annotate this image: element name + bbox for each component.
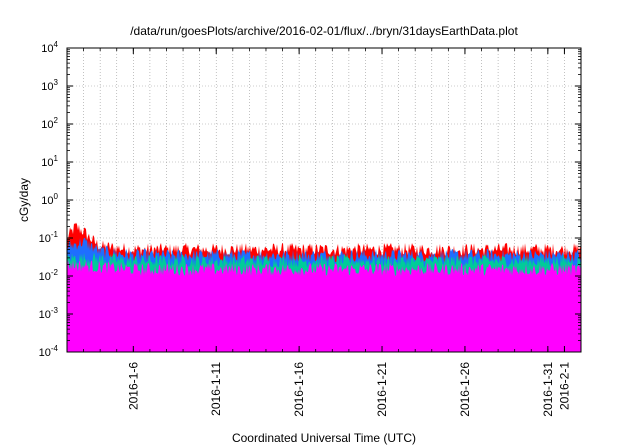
dropout-spike xyxy=(519,291,523,352)
x-tick-label: 2016-1-31 xyxy=(541,362,555,417)
x-tick-label: 2016-1-21 xyxy=(375,362,389,417)
x-tick-label: 2016-1-6 xyxy=(126,362,140,410)
dropout-spike xyxy=(365,291,369,352)
y-axis-label: cGy/day xyxy=(17,178,31,222)
chart-title: /data/run/goesPlots/archive/2016-02-01/f… xyxy=(130,24,518,38)
series-layer xyxy=(67,222,581,352)
y-tick-label: 104 xyxy=(41,40,58,55)
y-tick-label: 102 xyxy=(41,116,58,131)
x-tick-label: 2016-1-26 xyxy=(458,362,472,417)
x-tick-label: 2016-2-1 xyxy=(557,362,571,410)
series-area xyxy=(67,259,581,352)
dropout-spike xyxy=(398,291,402,352)
y-axis-ticks: 10-4 10-3 10-2 10-1 100 101 102 103 104 xyxy=(39,40,581,359)
dropout-spike xyxy=(166,291,170,352)
y-tick-label: 10-1 xyxy=(39,230,59,245)
y-tick-label: 103 xyxy=(41,78,58,93)
y-tick-label: 10-3 xyxy=(39,306,59,321)
y-tick-label: 100 xyxy=(41,192,58,207)
x-tick-label: 2016-1-11 xyxy=(209,362,223,416)
x-axis-label: Coordinated Universal Time (UTC) xyxy=(232,431,416,445)
y-tick-label: 10-4 xyxy=(39,344,59,359)
dropout-spike xyxy=(287,291,291,352)
x-tick-label: 2016-1-16 xyxy=(292,362,306,417)
x-axis-ticks: 2016-1-6 2016-1-11 2016-1-16 2016-1-21 2016-… xyxy=(66,48,582,417)
y-tick-label: 101 xyxy=(41,154,58,169)
y-tick-label: 10-2 xyxy=(39,268,59,283)
